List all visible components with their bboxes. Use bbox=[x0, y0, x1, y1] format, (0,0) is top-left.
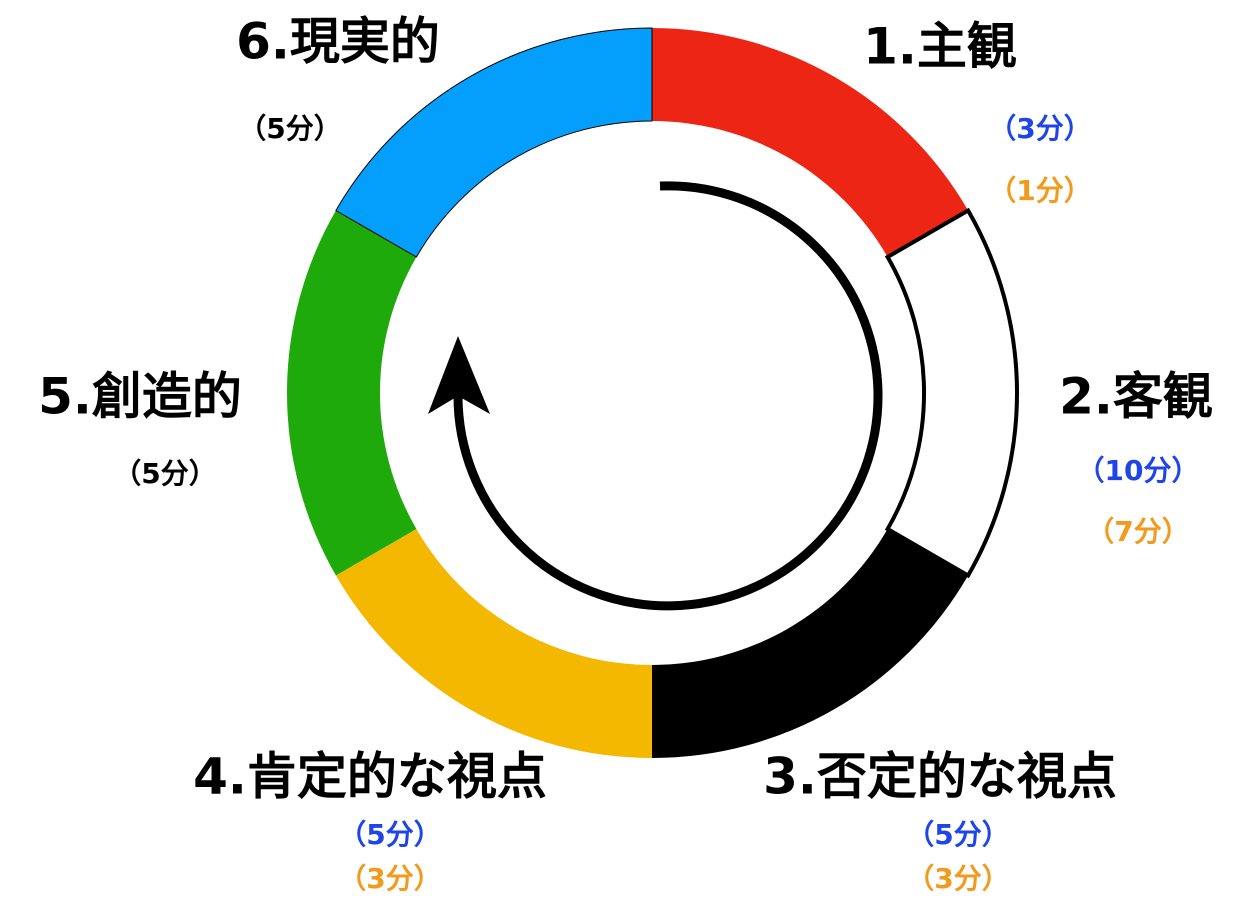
segment-red bbox=[652, 28, 969, 257]
segment-green bbox=[286, 210, 417, 576]
segment-time: （5分） bbox=[906, 818, 1009, 851]
segment-time: （10分） bbox=[1077, 454, 1200, 487]
segment-black bbox=[652, 529, 969, 758]
segment-label: 6.現実的 bbox=[236, 13, 440, 71]
segment-label: 4.肯定的な視点 bbox=[193, 748, 547, 806]
segment-blue bbox=[335, 27, 653, 258]
segment-time: （5分） bbox=[238, 112, 341, 145]
segment-label: 5.創造的 bbox=[38, 368, 242, 426]
segment-yellow bbox=[335, 529, 652, 758]
arrow-arc bbox=[453, 181, 883, 611]
segment-time: （3分） bbox=[338, 862, 441, 895]
segment-label: 2.客観 bbox=[1059, 368, 1213, 426]
segment-time: （3分） bbox=[906, 862, 1009, 895]
segment-time: （7分） bbox=[1086, 515, 1189, 548]
ring bbox=[286, 27, 1019, 758]
labels: 1.主観 （3分） （1分） 2.客観 （10分） （7分） 3.否定的な視点 … bbox=[38, 13, 1213, 896]
segment-time: （1分） bbox=[988, 174, 1091, 207]
segment-time: （5分） bbox=[338, 818, 441, 851]
cycle-arrow bbox=[428, 181, 883, 611]
segment-white bbox=[884, 207, 1019, 579]
segment-label: 3.否定的な視点 bbox=[763, 748, 1117, 806]
segment-time: （5分） bbox=[113, 457, 216, 490]
segment-label: 1.主観 bbox=[863, 18, 1017, 76]
arrow-head bbox=[428, 336, 490, 414]
segment-time: （3分） bbox=[988, 112, 1091, 145]
